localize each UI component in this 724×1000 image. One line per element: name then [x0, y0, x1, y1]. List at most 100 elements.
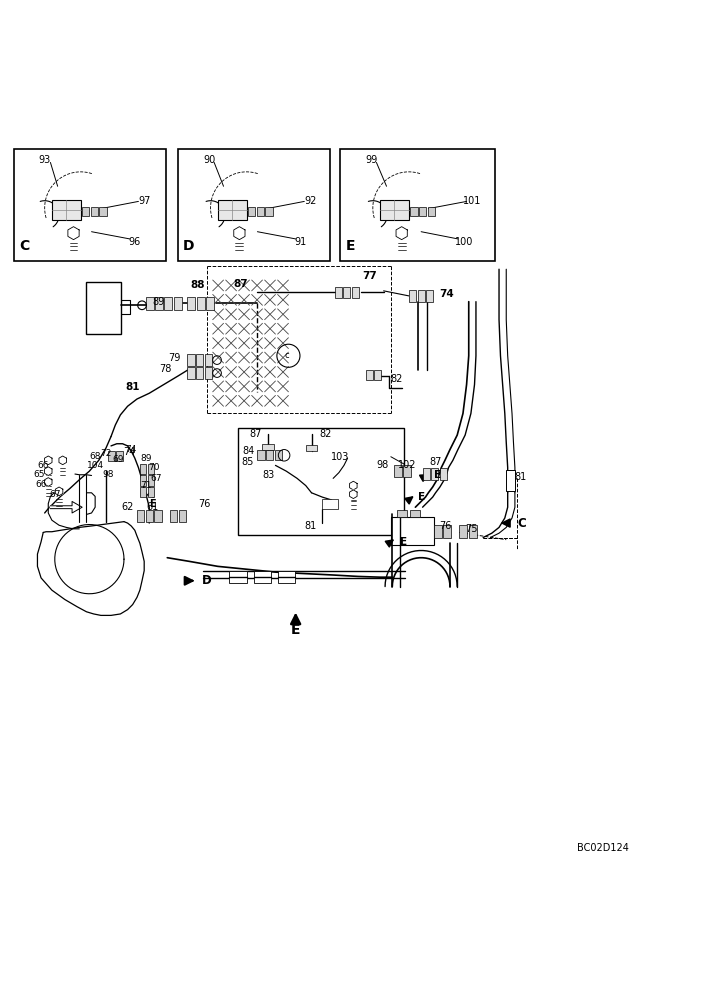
Bar — [148, 475, 154, 486]
Bar — [432, 468, 439, 480]
Text: 72: 72 — [101, 449, 111, 458]
Bar — [206, 297, 214, 310]
Text: 81: 81 — [304, 521, 316, 531]
Text: 82: 82 — [320, 429, 332, 439]
Text: C: C — [517, 517, 526, 530]
Bar — [154, 510, 161, 522]
Text: 92: 92 — [304, 196, 316, 206]
Bar — [108, 451, 114, 461]
Text: 75: 75 — [466, 524, 478, 534]
Text: 82: 82 — [390, 374, 403, 384]
Bar — [146, 297, 153, 310]
Text: E: E — [400, 537, 407, 547]
Text: 103: 103 — [331, 452, 350, 462]
Bar — [394, 465, 402, 477]
Text: 68: 68 — [89, 452, 101, 461]
Text: E: E — [418, 492, 426, 502]
Bar — [248, 207, 256, 216]
Text: 74: 74 — [124, 447, 136, 457]
Text: 74: 74 — [439, 289, 455, 299]
Bar — [380, 200, 409, 220]
Polygon shape — [44, 478, 52, 486]
Bar — [263, 444, 274, 450]
Bar — [164, 297, 172, 310]
Polygon shape — [44, 467, 52, 475]
Bar — [140, 487, 146, 497]
Bar — [99, 207, 106, 216]
Polygon shape — [44, 456, 52, 465]
Bar — [506, 470, 515, 491]
Bar — [343, 287, 350, 298]
Bar — [179, 510, 186, 522]
Bar — [257, 207, 264, 216]
Bar — [188, 367, 195, 379]
Text: 77: 77 — [362, 271, 376, 281]
Bar — [411, 207, 418, 216]
Polygon shape — [350, 490, 357, 499]
Text: C: C — [20, 239, 30, 253]
Bar — [174, 297, 182, 310]
Bar — [196, 354, 203, 366]
Bar — [306, 445, 317, 451]
Text: 83: 83 — [262, 470, 274, 480]
Text: D: D — [202, 574, 211, 587]
Polygon shape — [234, 227, 245, 240]
Text: 76: 76 — [439, 521, 451, 531]
Text: 74: 74 — [125, 445, 137, 454]
Bar — [397, 510, 407, 517]
Polygon shape — [51, 501, 82, 513]
Text: 99: 99 — [365, 155, 377, 165]
Text: 85: 85 — [242, 457, 254, 467]
Text: 96: 96 — [129, 237, 141, 247]
Bar — [146, 510, 153, 522]
Text: 81: 81 — [515, 472, 527, 482]
Text: 66: 66 — [38, 461, 49, 470]
Text: 69: 69 — [112, 455, 124, 464]
Bar — [254, 571, 271, 583]
Bar — [205, 354, 212, 366]
Bar — [137, 510, 144, 522]
Bar — [266, 207, 272, 216]
Text: 62: 62 — [122, 502, 134, 512]
Bar — [428, 207, 435, 216]
Text: 87: 87 — [249, 429, 261, 439]
Bar — [188, 354, 195, 366]
Bar — [140, 464, 146, 474]
Bar — [86, 282, 121, 334]
Text: 97: 97 — [138, 196, 151, 206]
Polygon shape — [68, 227, 79, 240]
Bar — [459, 525, 467, 538]
Bar — [426, 290, 434, 302]
Text: c: c — [285, 351, 290, 360]
Text: 90: 90 — [203, 155, 215, 165]
Text: E: E — [150, 499, 156, 509]
Polygon shape — [350, 481, 357, 490]
Bar — [391, 517, 434, 545]
Bar — [374, 370, 382, 380]
Text: 71: 71 — [140, 481, 151, 490]
Text: 81: 81 — [125, 382, 140, 392]
Bar — [116, 451, 122, 461]
Bar — [140, 475, 146, 486]
Text: 67: 67 — [50, 490, 62, 499]
Bar — [419, 207, 426, 216]
Bar — [409, 290, 416, 302]
Bar — [266, 450, 273, 460]
Text: 87: 87 — [429, 457, 442, 467]
Bar — [410, 510, 420, 517]
Text: 101: 101 — [463, 196, 481, 206]
Bar — [52, 200, 80, 220]
Bar — [148, 464, 154, 474]
Text: 67: 67 — [151, 474, 162, 483]
Bar — [322, 499, 338, 509]
Bar — [334, 287, 342, 298]
Text: 104: 104 — [87, 461, 104, 470]
Bar — [434, 525, 442, 538]
Bar — [366, 370, 373, 380]
Bar — [14, 149, 166, 261]
Text: 87: 87 — [234, 279, 248, 289]
Bar — [277, 571, 295, 583]
Bar — [440, 468, 447, 480]
Bar — [188, 297, 195, 310]
Bar — [205, 367, 212, 379]
